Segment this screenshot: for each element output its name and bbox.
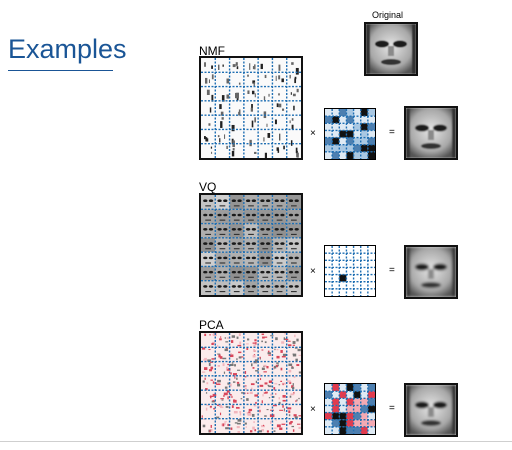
vq-coefficient-grid <box>324 245 376 297</box>
pca-basis-grid <box>199 331 303 435</box>
vq-equals-sign: = <box>389 265 395 276</box>
vq-reconstructed-face <box>404 245 458 299</box>
nmf-coefficient-grid <box>324 108 376 160</box>
nmf-reconstructed-face <box>404 106 458 160</box>
vq-label: VQ <box>199 180 217 194</box>
title-underline <box>8 70 113 71</box>
pca-reconstructed-face <box>404 383 458 437</box>
original-label: Original <box>372 10 404 20</box>
slide-title: Examples <box>8 34 127 64</box>
pca-equals-sign: = <box>389 403 395 414</box>
footer-divider <box>0 441 512 442</box>
pca-label: PCA <box>199 318 224 332</box>
pca-coefficient-grid <box>324 383 376 435</box>
original-face-image <box>364 22 418 76</box>
nmf-basis-grid <box>199 56 303 160</box>
nmf-times-sign: × <box>310 128 316 139</box>
vq-basis-grid <box>199 193 303 297</box>
vq-times-sign: × <box>310 266 316 277</box>
nmf-equals-sign: = <box>389 127 395 138</box>
pca-times-sign: × <box>310 404 316 415</box>
nmf-label: NMF <box>199 44 225 58</box>
